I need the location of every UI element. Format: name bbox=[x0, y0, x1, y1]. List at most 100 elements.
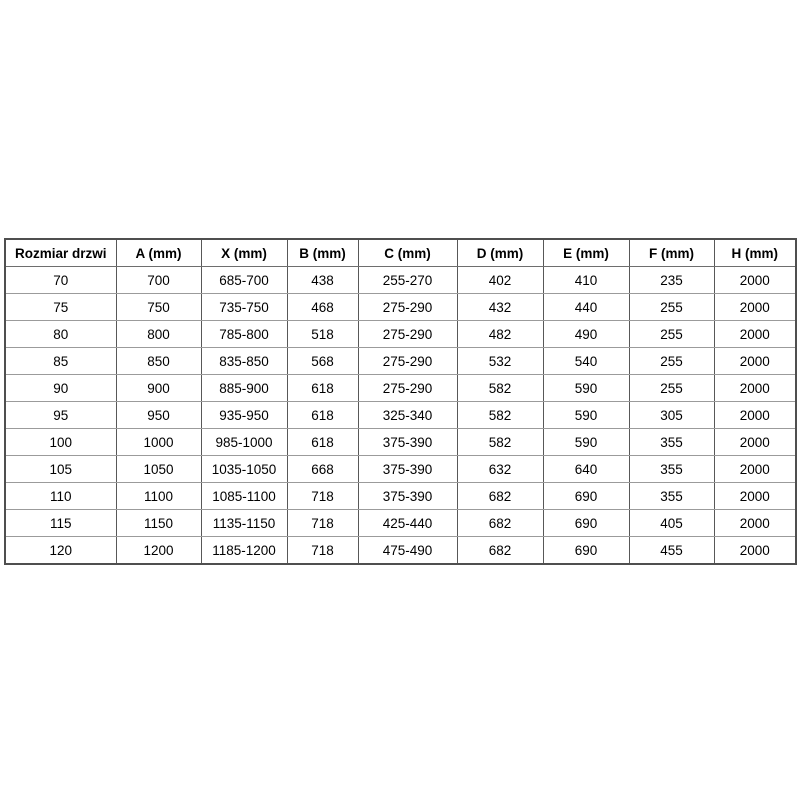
table-row: 115 1150 1135-1150 718 425-440 682 690 405 2000 bbox=[4, 509, 797, 537]
cell: 75 bbox=[4, 293, 117, 321]
cell: 438 bbox=[286, 266, 359, 294]
table-row: 90 900 885-900 618 275-290 582 590 255 2000 bbox=[4, 374, 797, 402]
cell: 735-750 bbox=[200, 293, 288, 321]
cell: 2000 bbox=[713, 428, 797, 456]
column-header-0: Rozmiar drzwi bbox=[4, 239, 117, 267]
column-header-4: C (mm) bbox=[357, 239, 458, 267]
cell: 425-440 bbox=[357, 509, 458, 537]
cell: 2000 bbox=[713, 482, 797, 510]
cell: 590 bbox=[542, 428, 630, 456]
cell: 632 bbox=[456, 455, 544, 483]
table-row: 100 1000 985-1000 618 375-390 582 590 355 2000 bbox=[4, 428, 797, 456]
cell: 682 bbox=[456, 482, 544, 510]
cell: 582 bbox=[456, 374, 544, 402]
cell: 718 bbox=[286, 509, 359, 537]
cell: 985-1000 bbox=[200, 428, 288, 456]
table-row: 75 750 735-750 468 275-290 432 440 255 2000 bbox=[4, 293, 797, 321]
cell: 532 bbox=[456, 347, 544, 375]
cell: 1050 bbox=[115, 455, 202, 483]
column-header-8: H (mm) bbox=[713, 239, 797, 267]
cell: 255-270 bbox=[357, 266, 458, 294]
cell: 2000 bbox=[713, 293, 797, 321]
cell: 2000 bbox=[713, 509, 797, 537]
cell: 70 bbox=[4, 266, 117, 294]
cell: 540 bbox=[542, 347, 630, 375]
cell: 235 bbox=[628, 266, 715, 294]
table-row: 95 950 935-950 618 325-340 582 590 305 2000 bbox=[4, 401, 797, 429]
column-header-1: A (mm) bbox=[115, 239, 202, 267]
cell: 468 bbox=[286, 293, 359, 321]
table-header: Rozmiar drzwi A (mm) X (mm) B (mm) C (mm) D (… bbox=[4, 239, 797, 267]
cell: 1035-1050 bbox=[200, 455, 288, 483]
cell: 935-950 bbox=[200, 401, 288, 429]
cell: 255 bbox=[628, 374, 715, 402]
cell: 1100 bbox=[115, 482, 202, 510]
cell: 95 bbox=[4, 401, 117, 429]
cell: 900 bbox=[115, 374, 202, 402]
cell: 690 bbox=[542, 482, 630, 510]
cell: 105 bbox=[4, 455, 117, 483]
column-header-7: F (mm) bbox=[628, 239, 715, 267]
cell: 2000 bbox=[713, 536, 797, 565]
cell: 1185-1200 bbox=[200, 536, 288, 565]
cell: 432 bbox=[456, 293, 544, 321]
cell: 80 bbox=[4, 320, 117, 348]
cell: 255 bbox=[628, 293, 715, 321]
cell: 1000 bbox=[115, 428, 202, 456]
cell: 568 bbox=[286, 347, 359, 375]
cell: 2000 bbox=[713, 347, 797, 375]
cell: 785-800 bbox=[200, 320, 288, 348]
cell: 275-290 bbox=[357, 347, 458, 375]
cell: 618 bbox=[286, 428, 359, 456]
cell: 405 bbox=[628, 509, 715, 537]
cell: 1085-1100 bbox=[200, 482, 288, 510]
cell: 1150 bbox=[115, 509, 202, 537]
cell: 2000 bbox=[713, 401, 797, 429]
cell: 275-290 bbox=[357, 293, 458, 321]
column-header-6: E (mm) bbox=[542, 239, 630, 267]
cell: 482 bbox=[456, 320, 544, 348]
table-row: 120 1200 1185-1200 718 475-490 682 690 455 2000 bbox=[4, 536, 797, 565]
dimensions-table-container: Rozmiar drzwi A (mm) X (mm) B (mm) C (mm) D (… bbox=[4, 238, 797, 565]
cell: 355 bbox=[628, 428, 715, 456]
column-header-5: D (mm) bbox=[456, 239, 544, 267]
cell: 410 bbox=[542, 266, 630, 294]
cell: 355 bbox=[628, 482, 715, 510]
cell: 110 bbox=[4, 482, 117, 510]
cell: 255 bbox=[628, 320, 715, 348]
cell: 685-700 bbox=[200, 266, 288, 294]
table-row: 80 800 785-800 518 275-290 482 490 255 2000 bbox=[4, 320, 797, 348]
cell: 950 bbox=[115, 401, 202, 429]
cell: 305 bbox=[628, 401, 715, 429]
cell: 618 bbox=[286, 374, 359, 402]
cell: 718 bbox=[286, 536, 359, 565]
cell: 375-390 bbox=[357, 455, 458, 483]
cell: 750 bbox=[115, 293, 202, 321]
cell: 255 bbox=[628, 347, 715, 375]
cell: 885-900 bbox=[200, 374, 288, 402]
cell: 640 bbox=[542, 455, 630, 483]
cell: 668 bbox=[286, 455, 359, 483]
cell: 2000 bbox=[713, 266, 797, 294]
cell: 835-850 bbox=[200, 347, 288, 375]
cell: 2000 bbox=[713, 455, 797, 483]
cell: 1200 bbox=[115, 536, 202, 565]
cell: 90 bbox=[4, 374, 117, 402]
cell: 800 bbox=[115, 320, 202, 348]
header-row: Rozmiar drzwi A (mm) X (mm) B (mm) C (mm) D (… bbox=[4, 239, 797, 267]
cell: 120 bbox=[4, 536, 117, 565]
column-header-3: B (mm) bbox=[286, 239, 359, 267]
table-body: 70 700 685-700 438 255-270 402 410 235 2000 75 750… bbox=[4, 266, 797, 565]
cell: 682 bbox=[456, 536, 544, 565]
cell: 1135-1150 bbox=[200, 509, 288, 537]
cell: 440 bbox=[542, 293, 630, 321]
cell: 490 bbox=[542, 320, 630, 348]
cell: 100 bbox=[4, 428, 117, 456]
cell: 475-490 bbox=[357, 536, 458, 565]
cell: 325-340 bbox=[357, 401, 458, 429]
cell: 590 bbox=[542, 374, 630, 402]
cell: 590 bbox=[542, 401, 630, 429]
cell: 355 bbox=[628, 455, 715, 483]
cell: 275-290 bbox=[357, 374, 458, 402]
table-row: 105 1050 1035-1050 668 375-390 632 640 355 2000 bbox=[4, 455, 797, 483]
